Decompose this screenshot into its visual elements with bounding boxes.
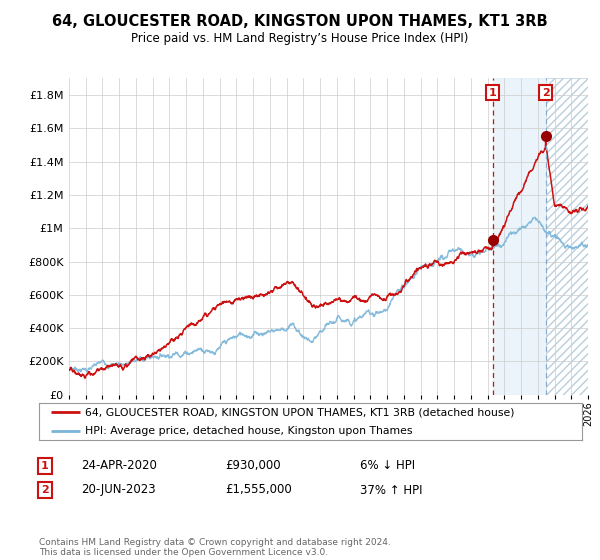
Text: £1,555,000: £1,555,000 <box>225 483 292 497</box>
Text: HPI: Average price, detached house, Kingston upon Thames: HPI: Average price, detached house, King… <box>85 426 413 436</box>
Text: 20-JUN-2023: 20-JUN-2023 <box>81 483 155 497</box>
Text: Contains HM Land Registry data © Crown copyright and database right 2024.
This d: Contains HM Land Registry data © Crown c… <box>39 538 391 557</box>
Text: 64, GLOUCESTER ROAD, KINGSTON UPON THAMES, KT1 3RB (detached house): 64, GLOUCESTER ROAD, KINGSTON UPON THAME… <box>85 407 515 417</box>
Bar <box>545 78 588 395</box>
Text: 2: 2 <box>41 485 49 495</box>
Text: £930,000: £930,000 <box>225 459 281 473</box>
Text: 1: 1 <box>41 461 49 471</box>
Text: 64, GLOUCESTER ROAD, KINGSTON UPON THAMES, KT1 3RB: 64, GLOUCESTER ROAD, KINGSTON UPON THAME… <box>52 14 548 29</box>
Text: 6% ↓ HPI: 6% ↓ HPI <box>360 459 415 473</box>
Text: 24-APR-2020: 24-APR-2020 <box>81 459 157 473</box>
Bar <box>493 78 545 395</box>
Polygon shape <box>545 78 588 395</box>
Text: 2: 2 <box>542 87 550 97</box>
Text: 37% ↑ HPI: 37% ↑ HPI <box>360 483 422 497</box>
Text: Price paid vs. HM Land Registry’s House Price Index (HPI): Price paid vs. HM Land Registry’s House … <box>131 32 469 45</box>
Text: 1: 1 <box>488 87 496 97</box>
